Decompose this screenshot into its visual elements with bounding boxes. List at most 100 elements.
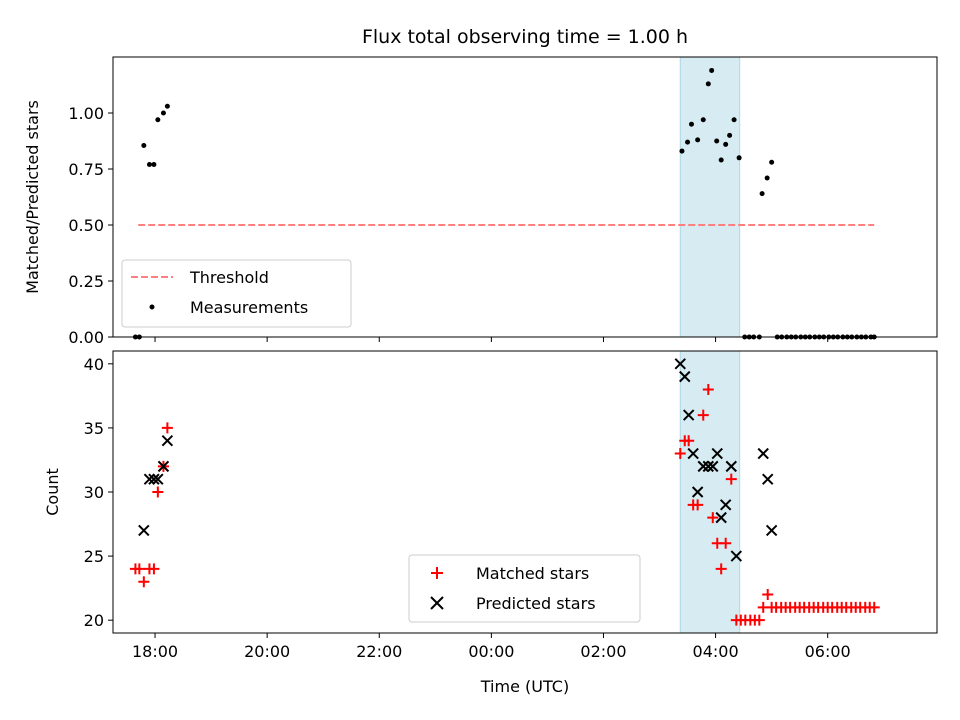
top-xticks (154, 337, 829, 342)
measurement-point (764, 175, 770, 181)
predicted-star-point (157, 460, 170, 473)
bottom-xticks: 18:00 20:00 22:00 00:00 02:00 04:00 06:00 (132, 633, 851, 661)
bottom-legend: Matched stars Predicted stars (408, 554, 641, 623)
measurement-point (688, 121, 694, 127)
measurement-point (723, 141, 729, 147)
predicted-star-point (702, 460, 715, 473)
measurement-point (164, 103, 170, 109)
bottom-legend-frame (408, 554, 641, 623)
measurement-point (155, 117, 161, 123)
predicted-star-point (161, 435, 174, 447)
bottom-panel: 20 25 30 35 40 18:00 20:00 22:00 00:00 02:00 04:0… (43, 350, 938, 696)
y-tick-label: 25 (84, 547, 104, 566)
y-tick-label: 40 (84, 355, 104, 374)
measurement-point (731, 117, 737, 123)
predicted-star-point (143, 473, 156, 485)
matched-star-point (138, 576, 150, 588)
predicted-star-point (725, 460, 737, 473)
predicted-star-point (148, 473, 160, 485)
top-points-layer (132, 67, 877, 340)
top-yticks: 0.00 0.25 0.50 0.75 1.00 (68, 104, 113, 347)
measurement-point (679, 148, 685, 154)
measurement-point (709, 67, 715, 73)
bottom-predicted-layer (138, 358, 778, 562)
predicted-star-point (711, 447, 723, 460)
y-tick-label: 0.00 (68, 328, 104, 347)
predicted-star-point (757, 447, 769, 460)
legend-predicted-label: Predicted stars (476, 594, 596, 613)
predicted-star-point (730, 550, 743, 562)
measurement-point (695, 137, 701, 143)
measurement-point (151, 162, 157, 168)
bottom-highlight-layer (679, 350, 741, 634)
measurement-point (769, 159, 775, 165)
top-legend: Threshold Measurements (121, 259, 352, 328)
x-tick-label: 04:00 (693, 642, 739, 661)
measurement-point (146, 162, 152, 168)
x-tick-label: 20:00 (244, 642, 290, 661)
measurement-point (700, 117, 706, 123)
predicted-star-point (687, 447, 699, 460)
legend-threshold-label: Threshold (189, 268, 269, 287)
matched-star-point (692, 499, 704, 511)
x-tick-label: 18:00 (132, 642, 178, 661)
legend-matched-marker (431, 567, 443, 579)
y-tick-label: 0.25 (68, 272, 104, 291)
bottom-y-axis-label: Count (43, 468, 62, 516)
predicted-star-point (152, 473, 164, 485)
predicted-star-point (682, 409, 695, 421)
legend-measurements-label: Measurements (190, 298, 308, 317)
matched-star-point (762, 589, 774, 601)
predicted-star-point (697, 460, 709, 473)
measurement-point (727, 132, 733, 138)
predicted-star-point (679, 370, 691, 383)
matched-star-point (702, 383, 714, 395)
x-axis-label: Time (UTC) (480, 677, 569, 696)
matched-star-point (161, 422, 173, 434)
highlight-span (679, 56, 741, 338)
legend-matched-label: Matched stars (476, 564, 589, 583)
predicted-star-point (707, 460, 719, 473)
y-tick-label: 0.50 (68, 216, 104, 235)
matched-star-point (753, 614, 765, 626)
top-legend-frame (121, 259, 352, 328)
measurement-point (685, 139, 691, 145)
measurement-point (714, 138, 720, 144)
y-tick-label: 30 (84, 483, 104, 502)
measurement-point (759, 191, 765, 197)
matched-star-point (674, 448, 686, 460)
y-tick-label: 35 (84, 419, 104, 438)
highlight-span (679, 350, 741, 634)
top-y-axis-label: Matched/Predicted stars (23, 100, 42, 294)
x-tick-label: 22:00 (356, 642, 402, 661)
x-tick-label: 06:00 (805, 642, 851, 661)
top-highlight-layer (679, 56, 741, 338)
bottom-matched-layer (129, 383, 880, 626)
y-tick-label: 0.75 (68, 160, 104, 179)
predicted-star-point (719, 499, 732, 511)
measurement-point (141, 142, 147, 148)
measurement-point (160, 110, 166, 116)
predicted-star-point (138, 524, 150, 537)
y-tick-label: 20 (84, 611, 104, 630)
top-panel: 0.00 0.25 0.50 0.75 1.00 Matched/Predicted s… (23, 56, 938, 347)
legend-measurements-marker (149, 304, 155, 310)
bottom-yticks: 20 25 30 35 40 (84, 355, 113, 630)
matched-star-point (715, 563, 727, 575)
predicted-star-point (762, 473, 774, 485)
legend-predicted-marker (430, 596, 444, 610)
predicted-star-point (765, 524, 778, 537)
measurement-point (705, 81, 711, 87)
matched-star-point (868, 601, 880, 613)
y-tick-label: 1.00 (68, 104, 104, 123)
measurement-point (736, 155, 742, 161)
predicted-star-point (674, 358, 686, 370)
top-axes-frame (112, 56, 938, 338)
matched-star-point (720, 537, 732, 549)
chart-title: Flux total observing time = 1.00 h (362, 26, 688, 48)
matched-star-point (148, 563, 160, 575)
matched-star-point (725, 473, 737, 485)
matched-star-point (697, 409, 709, 421)
matched-star-point (133, 563, 145, 575)
